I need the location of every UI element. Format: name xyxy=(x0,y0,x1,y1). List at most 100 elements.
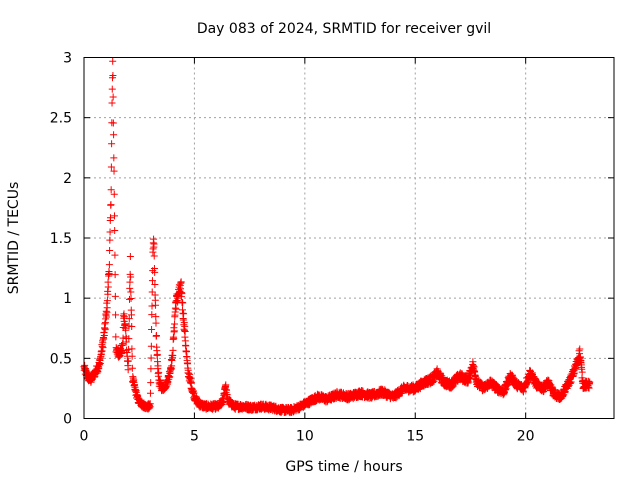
y-tick-label: 2 xyxy=(63,171,72,187)
x-tick-label: 15 xyxy=(406,429,424,445)
data-point xyxy=(125,295,133,303)
data-point xyxy=(106,228,114,236)
data-point xyxy=(100,335,108,343)
data-points xyxy=(80,57,594,417)
data-point xyxy=(108,99,116,107)
data-point xyxy=(152,301,160,309)
data-point xyxy=(152,313,160,321)
data-point xyxy=(128,352,136,360)
data-point xyxy=(124,366,132,374)
data-point xyxy=(177,278,185,286)
data-point xyxy=(111,292,119,300)
grid-lines xyxy=(84,57,614,419)
data-point xyxy=(105,269,113,277)
data-point xyxy=(105,261,113,269)
data-point xyxy=(147,379,155,387)
data-point xyxy=(586,378,594,386)
data-point xyxy=(122,326,130,334)
data-point xyxy=(146,400,154,408)
data-point xyxy=(110,212,118,220)
data-point xyxy=(104,283,112,291)
data-point xyxy=(187,378,195,386)
y-tick-label: 1 xyxy=(63,291,72,307)
data-point xyxy=(109,93,117,101)
data-point xyxy=(180,310,188,318)
data-point xyxy=(172,305,180,313)
x-tick-label: 0 xyxy=(80,429,89,445)
data-point xyxy=(127,294,135,302)
data-point xyxy=(171,320,179,328)
data-point xyxy=(100,331,108,339)
data-point xyxy=(148,277,156,285)
data-point xyxy=(147,354,155,362)
y-tick-label: 0 xyxy=(63,412,72,428)
data-point xyxy=(430,377,438,385)
data-point xyxy=(107,186,115,194)
data-point xyxy=(103,304,111,312)
y-axis-tick-labels: 0 0.5 1 1.5 2 2.5 3 xyxy=(50,51,72,428)
data-point xyxy=(148,325,156,333)
data-point xyxy=(152,319,160,327)
data-point xyxy=(148,302,156,310)
data-point xyxy=(110,167,118,175)
x-axis-label: GPS time / hours xyxy=(285,459,402,475)
data-point xyxy=(147,342,155,350)
data-point xyxy=(170,334,178,342)
data-point xyxy=(566,379,574,387)
data-point xyxy=(181,327,189,335)
data-point xyxy=(107,214,114,222)
data-point xyxy=(151,268,159,276)
data-point xyxy=(109,72,117,80)
data-point xyxy=(127,311,135,319)
data-point xyxy=(111,251,119,259)
data-point xyxy=(120,313,128,321)
data-point xyxy=(96,359,104,367)
data-point xyxy=(128,345,136,353)
data-point xyxy=(578,368,586,376)
data-point xyxy=(126,284,134,292)
data-point xyxy=(106,246,114,254)
data-point xyxy=(112,311,120,319)
data-point xyxy=(101,326,109,334)
x-tick-label: 10 xyxy=(296,429,314,445)
data-point xyxy=(152,331,160,339)
data-point xyxy=(151,280,159,288)
data-point xyxy=(150,240,158,248)
data-point xyxy=(148,288,156,296)
data-point xyxy=(127,273,135,281)
data-point xyxy=(146,389,154,397)
data-point xyxy=(111,271,119,279)
y-axis-label: SRMTID / TECUs xyxy=(6,182,22,295)
data-point xyxy=(149,245,157,253)
data-point xyxy=(170,327,178,335)
data-point xyxy=(155,368,163,376)
data-point xyxy=(169,346,177,354)
data-point xyxy=(110,154,118,162)
data-point xyxy=(110,190,118,198)
data-point xyxy=(150,252,158,260)
data-point xyxy=(109,119,117,127)
data-point xyxy=(109,57,117,65)
x-tick-label: 20 xyxy=(517,429,535,445)
data-point xyxy=(125,335,133,343)
data-point xyxy=(110,131,118,139)
data-point xyxy=(147,365,155,373)
data-point xyxy=(576,345,584,353)
y-tick-label: 3 xyxy=(63,51,72,67)
data-point xyxy=(148,311,156,319)
data-point xyxy=(153,350,161,358)
data-point xyxy=(108,85,116,93)
y-tick-label: 1.5 xyxy=(50,231,72,247)
data-point xyxy=(125,345,133,353)
data-point xyxy=(112,333,120,341)
data-point xyxy=(99,344,107,352)
data-point xyxy=(125,315,133,323)
data-point xyxy=(126,278,134,286)
y-tick-label: 0.5 xyxy=(50,351,72,367)
data-point xyxy=(124,357,132,365)
data-point xyxy=(106,236,114,244)
x-axis-tick-labels: 0 5 10 15 20 xyxy=(80,429,535,445)
data-point xyxy=(119,341,127,349)
